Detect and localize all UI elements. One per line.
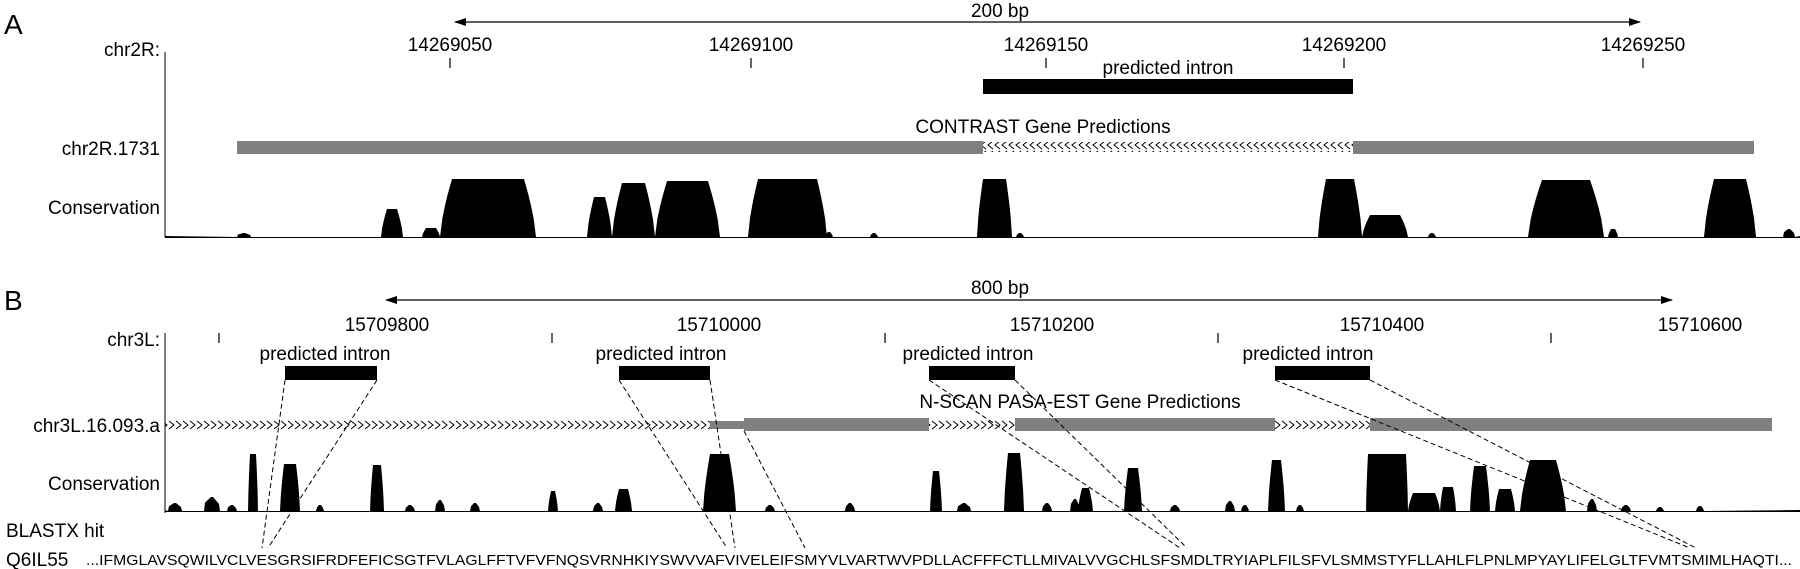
panel-b-intron-bar [929, 366, 1015, 380]
dashed-connector [928, 379, 1181, 549]
blastx-hit-label: BLASTX hit [6, 521, 105, 542]
protein-sequence: ...IFMGLAVSQWILVCLVESGRSIFRDFEFICSGTFVLA… [86, 552, 1792, 569]
dashed-connector [709, 379, 736, 549]
panel-b-intron-label: predicted intron [1243, 344, 1374, 365]
dashed-connector [1369, 379, 1697, 549]
panel-b-intron-chevrons [929, 420, 1015, 430]
dashed-connector [1274, 379, 1691, 549]
panel-b-alignment-lines [261, 379, 1697, 549]
dashed-connector [618, 379, 728, 549]
panel-b-tick-label: 15710000 [677, 315, 762, 336]
panel-b-intron-bar [619, 366, 710, 380]
panel-a-conservation-label: Conservation [48, 198, 160, 219]
panel-a-intron-chevrons [983, 142, 1353, 152]
dashed-connector [267, 379, 378, 549]
panel-a-chrom-label: chr2R: [104, 40, 160, 61]
panel-a-letter: A [4, 9, 23, 40]
panel-b-intron-bar [285, 366, 377, 380]
panel-b-exon [1370, 418, 1772, 431]
panel-b-tick-label: 15710200 [1010, 315, 1095, 336]
panel-b: B 800 bp chr3L: 15709800 15710000 157102… [4, 278, 1800, 569]
panel-b-ticks: 15709800 15710000 15710200 15710400 1571… [218, 315, 1743, 343]
panel-b-intron-chevrons [1275, 420, 1370, 430]
panel-b-letter: B [4, 285, 23, 316]
panel-a-intron-label: predicted intron [1103, 58, 1234, 79]
panel-a-tick-label: 14269150 [1004, 35, 1089, 56]
panel-a-intron-bar [983, 79, 1353, 94]
panel-a-track-title: CONTRAST Gene Predictions [915, 117, 1170, 138]
panel-b-intron-label: predicted intron [260, 344, 391, 365]
panel-b-exon [744, 418, 929, 431]
dashed-connector [1014, 379, 1188, 549]
panel-a-conservation-track [165, 179, 1800, 238]
panel-a-tick-label: 14269200 [1302, 35, 1387, 56]
panel-b-tick-label: 15710600 [1658, 315, 1743, 336]
panel-b-track-title: N-SCAN PASA-EST Gene Predictions [919, 392, 1240, 413]
panel-b-gene-label: chr3L.16.093.a [33, 416, 160, 437]
panel-a-tick-label: 14269050 [408, 35, 493, 56]
panel-a-exon [1353, 141, 1754, 154]
panel-b-tick-label: 15710400 [1340, 315, 1425, 336]
dashed-connector [261, 379, 286, 549]
panel-b-exon [1015, 418, 1275, 431]
panel-a-gene-label: chr2R.1731 [62, 139, 160, 160]
panel-b-tick-label: 15709800 [345, 315, 430, 336]
protein-id-label: Q6IL55 [6, 550, 68, 569]
panel-b-scale-label: 800 bp [971, 278, 1029, 299]
panel-a-tick-label: 14269100 [709, 35, 794, 56]
panel-b-intron-label: predicted intron [596, 344, 727, 365]
panel-b-conservation-label: Conservation [48, 474, 160, 495]
panel-b-intron-label: predicted intron [903, 344, 1034, 365]
panel-b-intron-bar [1275, 366, 1370, 380]
panel-b-chrom-label: chr3L: [107, 330, 160, 351]
panel-b-intron-chevrons [165, 420, 710, 430]
panel-b-gene-model [165, 418, 1772, 431]
dashed-connector [743, 430, 806, 549]
panel-a-scale-label: 200 bp [971, 1, 1029, 22]
panel-a-ticks: 14269050 14269100 14269150 14269200 1426… [408, 35, 1686, 68]
panel-b-introns: predicted intron predicted intron predic… [260, 344, 1374, 380]
panel-a: A 200 bp chr2R: 14269050 14269100 142691… [4, 1, 1800, 238]
panel-b-conservation-track [165, 453, 1800, 512]
panel-a-exon [237, 141, 983, 154]
panel-a-tick-label: 14269250 [1601, 35, 1686, 56]
panel-b-utr [710, 421, 744, 429]
